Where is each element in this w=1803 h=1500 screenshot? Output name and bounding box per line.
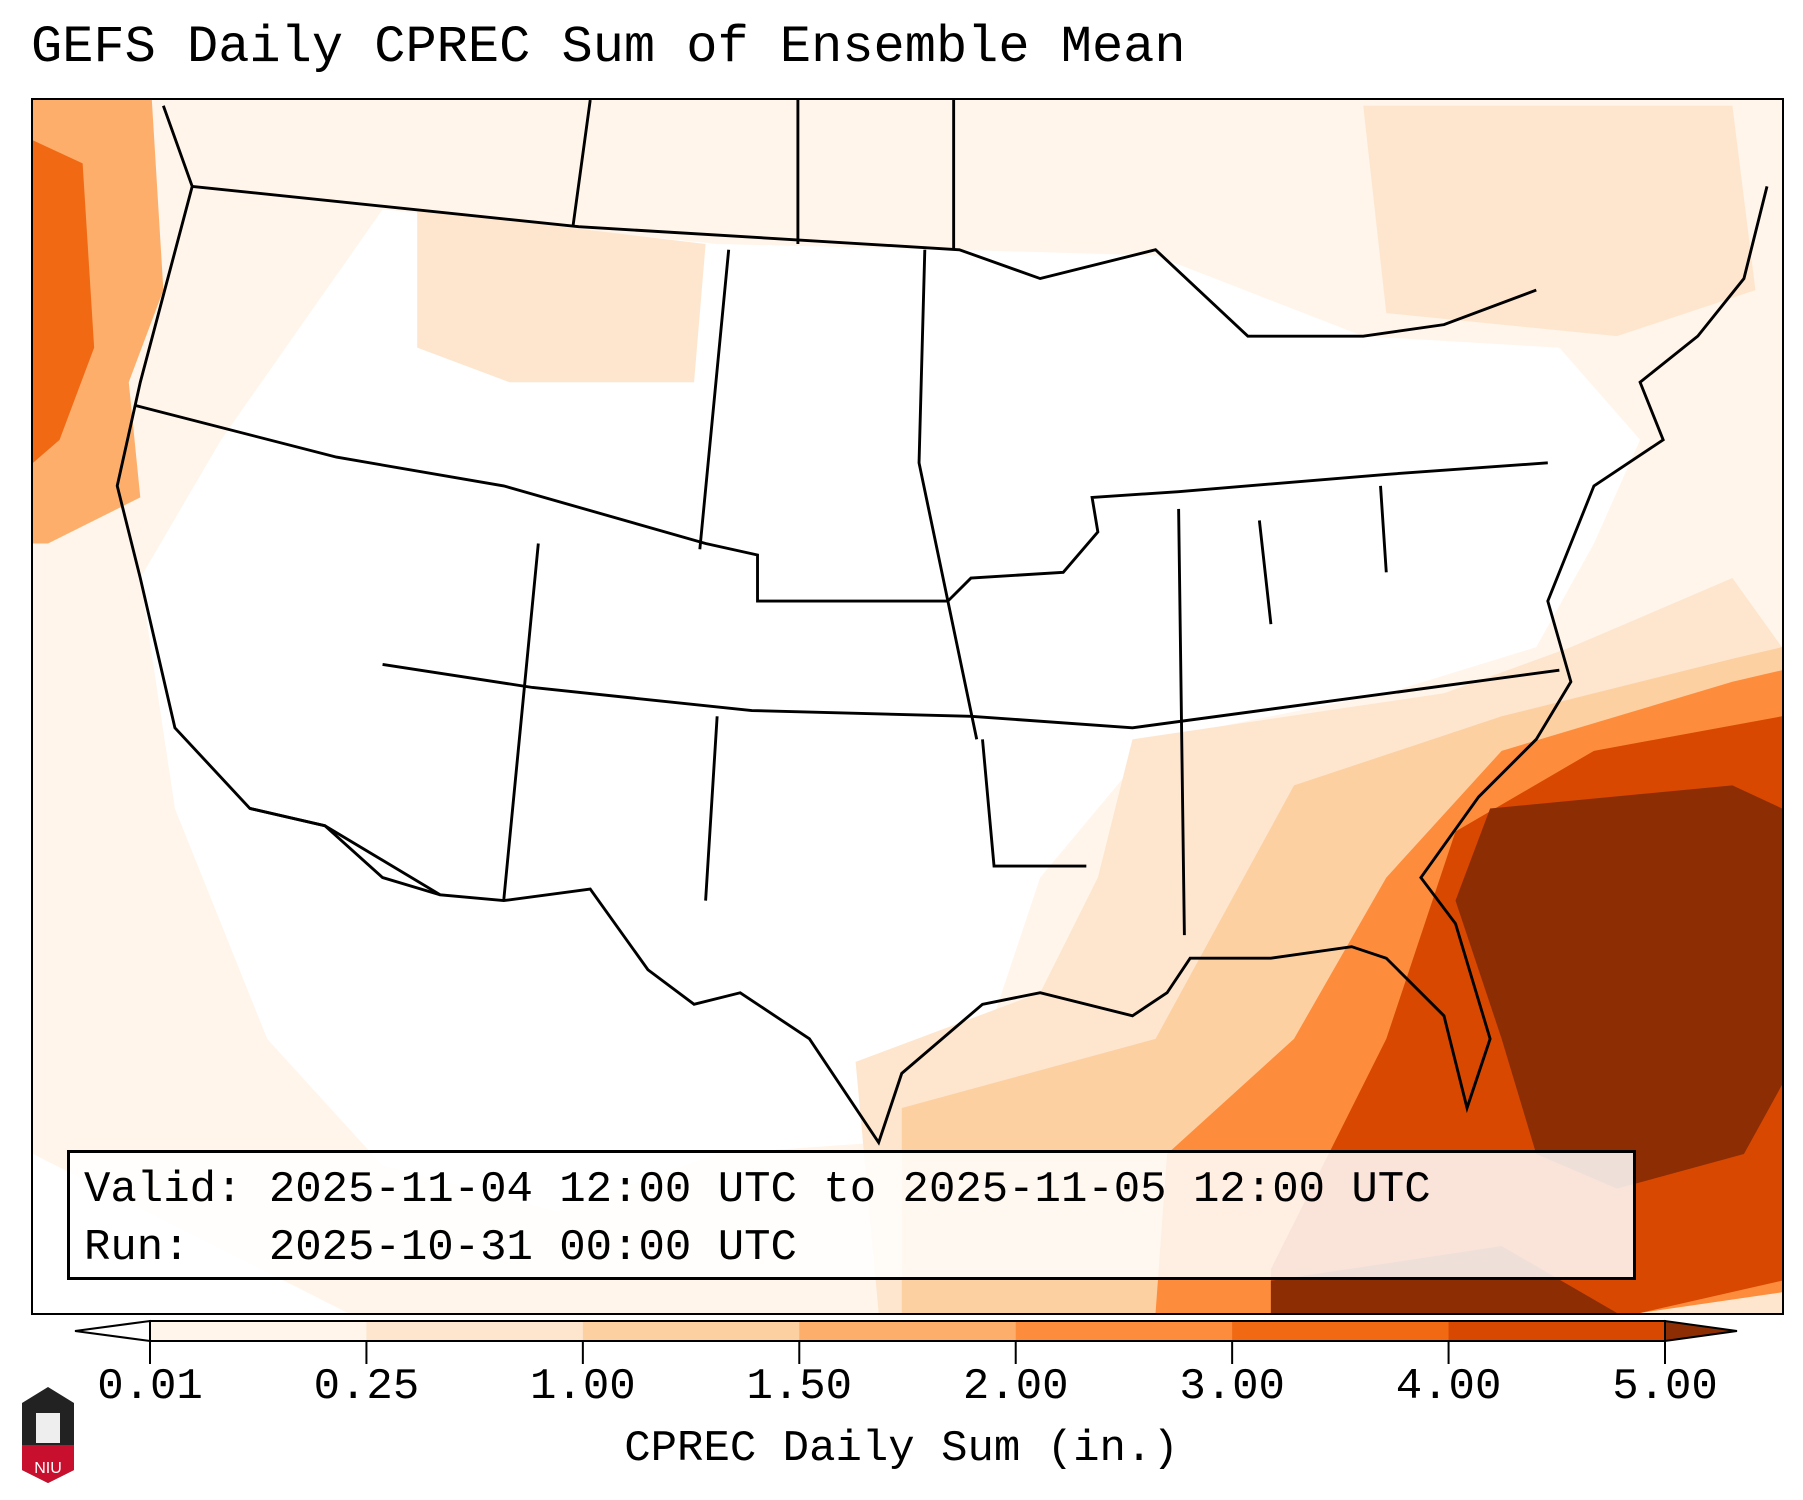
state-lines — [502, 100, 1388, 936]
precip-area-atlantic-max — [1455, 785, 1782, 1189]
boundaries — [115, 100, 1769, 1146]
colorbar-segment — [1015, 1321, 1233, 1341]
colorbar-over-triangle — [1664, 1319, 1738, 1343]
colorbar-label: CPREC Daily Sum (in.) — [624, 1424, 1179, 1474]
state-line-2 — [382, 663, 1560, 730]
colorbar-segment — [150, 1321, 367, 1341]
colorbar-tick-label: 5.00 — [1612, 1362, 1718, 1412]
colorbar-under-triangle — [74, 1319, 151, 1343]
colorbar — [74, 1319, 1738, 1364]
colorbar-segment — [799, 1321, 1017, 1341]
colorbar-tick-label: 1.00 — [530, 1362, 636, 1412]
mexico-border — [249, 807, 441, 897]
colorbar-tick-label: 0.25 — [313, 1362, 420, 1412]
state-line-1 — [134, 403, 1548, 603]
colorbar-tick-label: 1.50 — [746, 1362, 853, 1412]
precip-map — [31, 98, 1784, 1315]
colorbar-segment — [1232, 1321, 1450, 1341]
colorbar-tick-label: 0.01 — [97, 1362, 203, 1412]
map-canvas — [33, 100, 1782, 1313]
colorbar-tick-label: 3.00 — [1179, 1362, 1285, 1412]
precip-area-canada — [1363, 105, 1756, 337]
validity-info-box: Valid: 2025-11-04 12:00 UTC to 2025-11-0… — [67, 1150, 1636, 1280]
run-time-text: Run: 2025-10-31 00:00 UTC — [84, 1223, 797, 1273]
precip-area-rockies — [417, 209, 706, 383]
valid-time-text: Valid: 2025-11-04 12:00 UTC to 2025-11-0… — [84, 1165, 1431, 1215]
precip-area-pacific-core — [33, 140, 95, 463]
canada-border — [192, 184, 1537, 338]
colorbar-tick-label: 4.00 — [1395, 1362, 1502, 1412]
colorbar-frame — [149, 1320, 1666, 1342]
niu-logo: NIU — [22, 1387, 74, 1483]
colorbar-segment — [1448, 1321, 1666, 1341]
colorbar-tick-label: 2.00 — [962, 1362, 1069, 1412]
colorbar-segment — [582, 1321, 800, 1341]
chart-title: GEFS Daily CPREC Sum of Ensemble Mean — [31, 18, 1186, 77]
svg-text:NIU: NIU — [34, 1460, 62, 1477]
colorbar-segment — [366, 1321, 584, 1341]
dry-region — [140, 209, 1641, 1212]
